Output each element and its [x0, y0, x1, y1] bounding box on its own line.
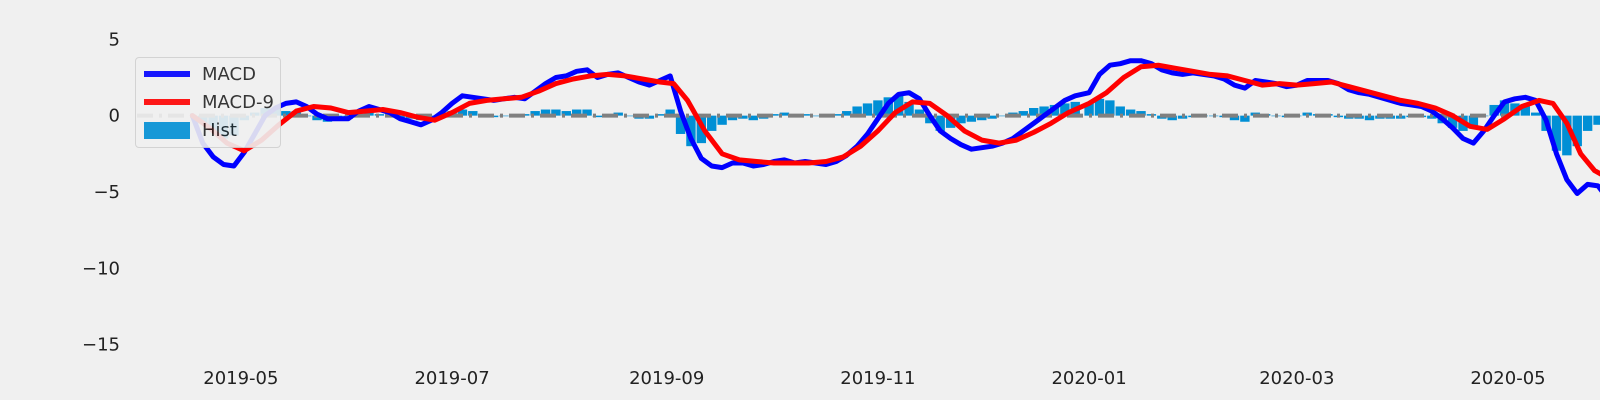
hist-bar: [644, 115, 655, 119]
hist-bar: [1572, 115, 1582, 147]
hist-bar: [530, 111, 540, 116]
series-line-macd-9: [189, 62, 1600, 177]
x-tick-label: 2020-05: [1470, 368, 1545, 389]
hist-bar: [748, 115, 758, 121]
hist-bar: [873, 100, 883, 116]
hist-bar: [374, 114, 385, 116]
hist-bar: [831, 114, 842, 116]
hist-bar: [893, 95, 904, 116]
hist-bar: [1240, 115, 1250, 122]
hist-bar: [987, 115, 997, 119]
legend-item-macd-9: MACD-9: [144, 90, 274, 114]
hist-bar: [613, 112, 623, 116]
hist-bar: [1593, 115, 1600, 125]
hist-bar: [572, 109, 582, 116]
hist-bar: [1029, 108, 1039, 116]
hist-bar: [842, 111, 852, 116]
hist-bar: [665, 109, 675, 116]
hist-bar: [1582, 115, 1593, 131]
hist-bar: [561, 111, 571, 116]
y-tick-label: −15: [82, 335, 120, 356]
legend-item-macd: MACD: [144, 62, 256, 86]
hist-bar: [1562, 115, 1572, 156]
hist-bar: [977, 115, 987, 121]
hist-bar: [1499, 100, 1510, 116]
hist-bar: [997, 115, 1008, 117]
legend-swatch-macd-9: [144, 99, 190, 105]
hist-bar: [592, 115, 603, 118]
y-tick-label: −5: [93, 182, 120, 203]
series-lines: [189, 58, 1600, 196]
x-tick-label: 2020-01: [1051, 368, 1126, 389]
hist-bar: [1136, 111, 1146, 116]
x-tick-label: 2019-09: [629, 368, 704, 389]
y-tick-label: −10: [82, 258, 120, 279]
hist-bar: [769, 114, 779, 116]
hist-bar: [675, 115, 686, 134]
hist-bar: [1018, 111, 1028, 116]
hist-bar: [904, 101, 914, 116]
hist-bar: [1489, 104, 1499, 116]
hist-bar: [1167, 115, 1177, 121]
hist-bar: [862, 103, 873, 116]
hist-bar: [1468, 115, 1479, 128]
hist-bar: [582, 109, 592, 116]
x-tick-label: 2020-03: [1259, 368, 1334, 389]
hist-bar: [1447, 115, 1458, 128]
hist-bar: [707, 115, 717, 131]
hist-bar: [1060, 103, 1070, 116]
hist-bar: [852, 106, 862, 116]
y-axis-ticks: 5 0 −5 −10 −15: [82, 29, 120, 355]
hist-bar: [1531, 112, 1541, 116]
hist-bar: [540, 109, 551, 116]
x-tick-label: 2019-11: [840, 368, 915, 389]
legend-swatch-hist: [144, 121, 190, 139]
legend: MACD MACD-9 Hist: [135, 57, 281, 148]
legend-label-macd-9: MACD-9: [202, 91, 274, 113]
hist-bar: [623, 115, 634, 117]
hist-bar: [717, 115, 727, 125]
hist-bar: [655, 114, 665, 116]
hist-bar: [1039, 106, 1049, 116]
hist-bar: [312, 115, 322, 121]
hist-bar: [686, 115, 696, 147]
hist-bar: [1520, 106, 1531, 116]
hist-bar: [727, 115, 738, 121]
series-line-macd: [189, 58, 1600, 196]
hist-bar: [499, 115, 509, 117]
hist-bar: [738, 115, 748, 119]
hist-bar: [810, 115, 821, 117]
x-tick-label: 2019-07: [414, 368, 489, 389]
legend-swatch-macd: [144, 71, 190, 77]
y-tick-label: 0: [109, 106, 120, 127]
legend-label-hist: Hist: [202, 119, 237, 141]
hist-bar: [800, 114, 810, 116]
hist-bar: [966, 115, 977, 122]
hist-bar: [1364, 115, 1375, 121]
hist-bar: [1115, 106, 1125, 116]
hist-bar: [1229, 115, 1240, 121]
hist-bar: [1105, 100, 1115, 116]
legend-item-hist: Hist: [144, 118, 237, 142]
hist-bar: [1094, 98, 1105, 116]
hist-bar: [457, 109, 468, 116]
hist-bar: [1125, 109, 1136, 116]
y-tick-label: 5: [109, 29, 120, 50]
hist-bar: [468, 111, 478, 116]
hist-bar: [1084, 103, 1094, 116]
hist-bar: [935, 115, 945, 131]
hist-bar: [914, 109, 925, 116]
hist-bar: [281, 111, 291, 116]
hist-bar: [956, 115, 966, 124]
legend-label-macd: MACD: [202, 63, 256, 85]
x-tick-label: 2019-05: [203, 368, 278, 389]
hist-bar: [779, 112, 790, 116]
x-axis-ticks: 2019-05 2019-07 2019-09 2019-11 2020-01 2020-…: [203, 368, 1545, 389]
hist-bar: [551, 109, 561, 116]
hist-bar: [1551, 115, 1562, 151]
